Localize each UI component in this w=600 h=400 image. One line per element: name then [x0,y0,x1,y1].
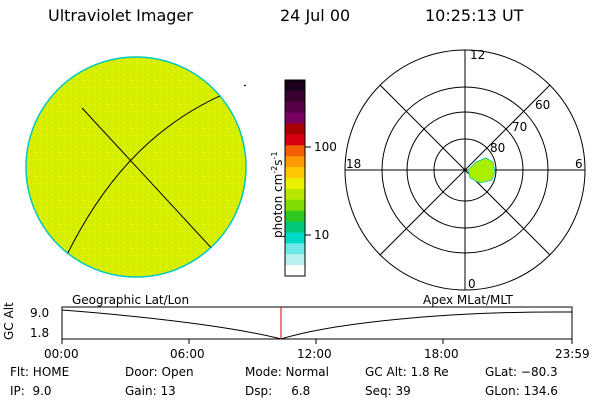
timeline-xtick-0000: 00:00 [44,347,79,361]
info-glat: GLat: −80.3 [485,365,558,379]
info-mode: Mode: Normal [245,365,329,379]
colorbar-segment [285,123,305,135]
colorbar-segment [285,90,305,103]
timeline-xtick-2359: 23:59 [555,347,590,361]
info-ip: IP: 9.0 [10,384,52,398]
colorbar-segment [285,145,305,157]
timeline-left-label: Geographic Lat/Lon [72,293,190,307]
colorbar-segment [285,232,305,244]
info-dsp: Dsp: 6.8 [245,384,311,398]
info-gain: Gain: 13 [125,384,176,398]
colorbar-segment [285,188,305,201]
polar-mlt-12: 12 [470,48,486,62]
polar-lat-80: 80 [490,141,506,155]
auroral-oval [467,157,496,184]
colorbar-segment [285,210,305,223]
info-flight: Flt: HOME [10,365,70,379]
colorbar-segment [285,221,305,233]
geo-grid-lines [55,85,245,277]
colorbar-segment [285,243,305,255]
polar-lat-60: 60 [535,98,551,112]
timeline-xtick-1200: 12:00 [297,347,332,361]
info-gc-alt: GC Alt: 1.8 Re [365,365,449,379]
geo-latitude-arc [55,85,245,277]
timeline-xtick-1800: 18:00 [424,347,459,361]
colorbar-segment [285,178,305,190]
time-label: 10:25:13 UT [425,6,524,25]
colorbar-segment [285,254,305,266]
timeline-ytick-low: 1.8 [30,326,50,340]
colorbar-segment [285,199,305,212]
colorbar-segment [285,167,305,179]
info-door: Door: Open [125,365,194,379]
app-title: Ultraviolet Imager [48,6,193,25]
timeline-ytick-high: 9.0 [30,306,50,320]
colorbar-segment [285,101,305,114]
colorbar-segment [285,265,305,277]
geo-meridian-line [81,107,229,267]
colorbar-segment [285,112,305,125]
polar-mlt-18: 18 [346,157,362,171]
polar-lat-70: 70 [512,120,528,134]
timeline-xtick-0600: 06:00 [170,347,205,361]
colorbar-segment [285,156,305,168]
colorbar-tick-10: 10 [314,228,330,242]
altitude-curve [61,309,573,340]
polar-mlt-6: 6 [575,157,583,171]
timeline-right-label: Apex MLat/MLT [423,293,513,307]
info-seq: Seq: 39 [365,384,411,398]
polar-mlt-0: 0 [468,277,476,291]
colorbar-segment [285,80,305,92]
date-label: 24 Jul 00 [280,6,351,25]
info-glon: GLon: 134.6 [485,384,558,398]
geo-latitude-arc-outside [243,84,247,87]
colorbar-segment [285,134,305,146]
colorbar-tick-100: 100 [314,140,337,154]
